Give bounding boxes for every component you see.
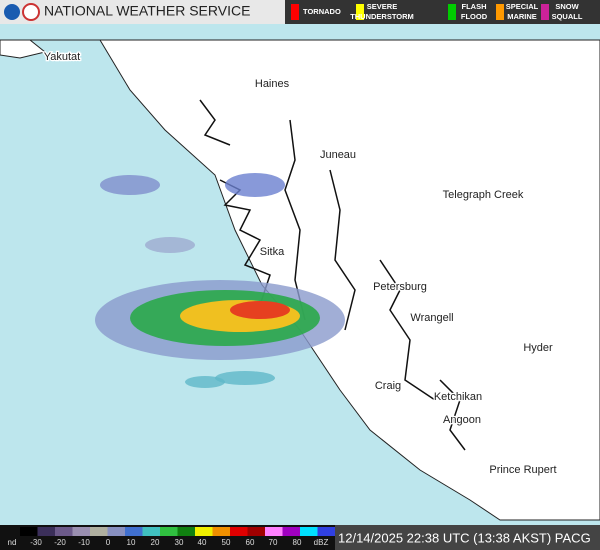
timestamp-bar — [335, 525, 600, 550]
scale-label: 70 — [269, 538, 278, 547]
timestamp: 12/14/2025 22:38 UTC (13:38 AKST) PACG — [338, 530, 591, 545]
coastline-detail — [199, 99, 466, 451]
place-label: Craig — [375, 380, 401, 392]
scale-label: 60 — [246, 538, 255, 547]
place-label: Ketchikan — [434, 391, 482, 403]
scale-label: nd — [8, 538, 17, 547]
scale-swatch — [247, 527, 265, 536]
scale-label: -20 — [54, 538, 66, 547]
radar-echoes — [95, 173, 345, 388]
scale-swatch — [37, 527, 55, 536]
scale-label: -10 — [78, 538, 90, 547]
place-label: Hyder — [523, 342, 553, 354]
scale-label: 40 — [198, 538, 207, 547]
warning-label: THUNDERSTORM — [350, 12, 414, 21]
scale-swatch — [160, 527, 178, 536]
nws-logo — [22, 3, 40, 21]
scale-label: 50 — [222, 538, 231, 547]
warning-label: SPECIAL — [506, 2, 539, 11]
header-bar — [0, 0, 285, 24]
place-label: Juneau — [320, 149, 356, 161]
scale-label: 80 — [293, 538, 302, 547]
scale-label: 20 — [151, 538, 160, 547]
place-label: Telegraph Creek — [443, 189, 524, 201]
scale-swatch — [72, 527, 90, 536]
land — [0, 39, 600, 521]
scale-label: -30 — [30, 538, 42, 547]
warning-swatch — [541, 4, 549, 20]
header-title: NATIONAL WEATHER SERVICE — [44, 3, 250, 19]
scale-swatch — [195, 527, 213, 536]
scale-swatch — [142, 527, 160, 536]
place-label: Wrangell — [410, 312, 453, 324]
noaa-logo — [4, 4, 20, 20]
scale-label: 30 — [175, 538, 184, 547]
warning-label: SNOW — [555, 2, 579, 11]
scale-label: 10 — [127, 538, 136, 547]
place-label: Haines — [255, 78, 290, 90]
scale-swatch — [107, 527, 125, 536]
place-label: Angoon — [443, 414, 481, 426]
scale-swatch — [265, 527, 283, 536]
place-label: Yakutat — [44, 51, 81, 63]
warning-label: MARINE — [507, 12, 537, 21]
scale-swatch — [230, 527, 248, 536]
warning-swatch — [356, 4, 364, 20]
place-label: Prince Rupert — [489, 464, 556, 476]
warning-label: SEVERE — [367, 2, 397, 11]
warning-swatch — [496, 4, 504, 20]
scale-swatch — [20, 527, 38, 536]
scale-swatch — [317, 527, 335, 536]
warning-swatch — [291, 4, 299, 20]
scale-swatch — [212, 527, 230, 536]
scale-swatch — [282, 527, 300, 536]
scale-label: 0 — [106, 538, 111, 547]
warning-label: FLASH — [462, 2, 487, 11]
scale-swatch — [125, 527, 143, 536]
warning-swatch — [448, 4, 456, 20]
warning-label: FLOOD — [461, 12, 488, 21]
place-label: Petersburg — [373, 281, 427, 293]
warning-label: TORNADO — [303, 7, 341, 16]
scale-label: dBZ — [314, 538, 329, 547]
warning-label: SQUALL — [552, 12, 583, 21]
scale-swatch — [55, 527, 73, 536]
scale-swatch — [90, 527, 108, 536]
place-label: Sitka — [260, 246, 285, 258]
scale-swatch — [300, 527, 318, 536]
scale-swatch — [177, 527, 195, 536]
